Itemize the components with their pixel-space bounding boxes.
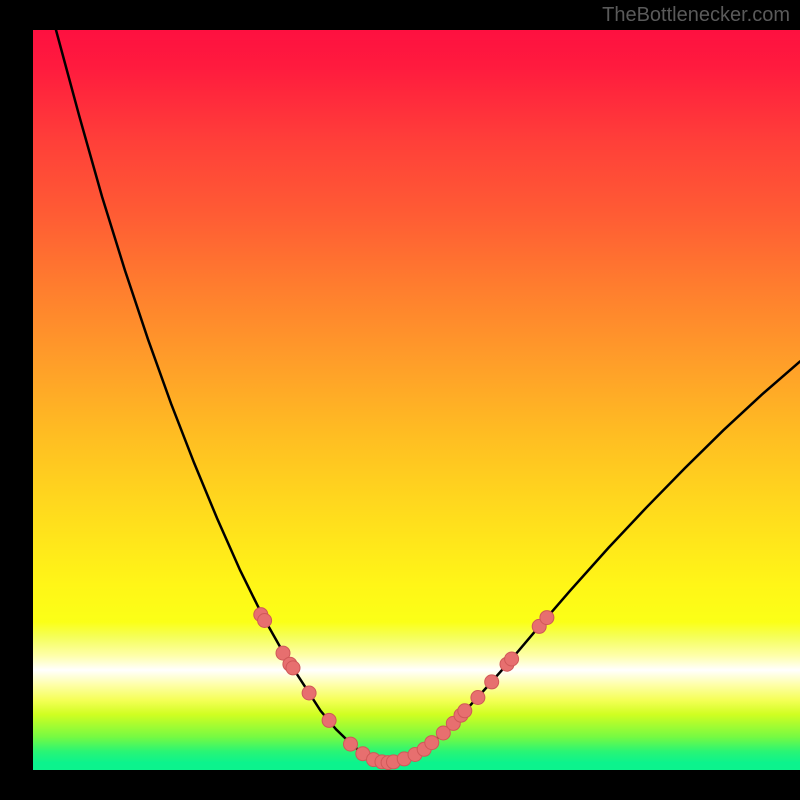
watermark: TheBottlenecker.com: [602, 4, 790, 27]
plot-area: [33, 30, 800, 770]
gradient-background: [33, 30, 800, 770]
